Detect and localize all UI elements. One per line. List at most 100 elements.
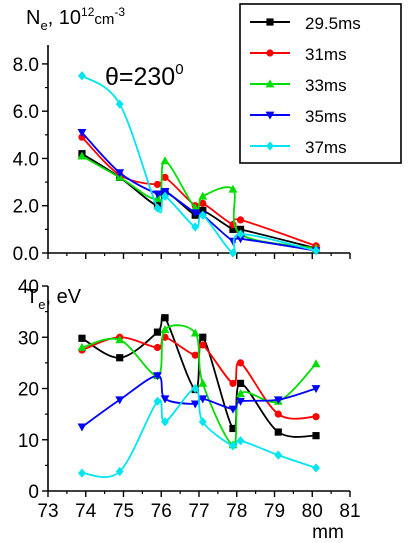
data-point [160, 156, 170, 165]
data-point [77, 342, 87, 351]
y-tick-label: 4.0 [13, 149, 39, 170]
legend-label: 35ms [305, 107, 347, 126]
data-point [190, 400, 200, 409]
y-tick-label: 8.0 [13, 55, 39, 76]
data-point [191, 383, 200, 394]
y-tick-label: 30 [18, 328, 39, 349]
y-tick-label: 0.0 [13, 244, 39, 265]
x-tick-label: 81 [339, 501, 360, 522]
y-tick-label: 40 [18, 277, 39, 298]
x-tick-label: 75 [113, 501, 134, 522]
data-point [161, 173, 169, 181]
data-point [115, 169, 125, 178]
data-point [274, 450, 283, 460]
legend-marker [266, 141, 274, 151]
y-tick-label: 6.0 [13, 102, 39, 123]
data-point [77, 151, 87, 160]
angle-annotation: θ=2300 [105, 61, 184, 91]
x-tick-label: 74 [75, 501, 97, 522]
data-point [198, 395, 208, 404]
data-point [199, 199, 207, 207]
legend-label: 37ms [305, 138, 347, 157]
y-tick-label: 2.0 [13, 197, 39, 218]
data-point [77, 423, 87, 432]
data-point [228, 184, 238, 193]
data-point [77, 71, 86, 81]
legend-entry: 37ms [250, 138, 347, 157]
data-point [236, 229, 245, 239]
density-panel: 0.0 2.0 4.0 6.0 8.0 Ne, 1012cm-3 θ=2300 [13, 5, 351, 265]
series-4 [77, 383, 321, 479]
data-point [77, 129, 87, 138]
data-point [236, 397, 245, 406]
data-point [312, 413, 320, 421]
data-point [236, 235, 245, 244]
data-point [274, 428, 282, 436]
data-point [77, 468, 86, 478]
data-point [228, 248, 237, 258]
data-point [161, 314, 169, 322]
x-tick-label: 78 [226, 501, 247, 522]
data-point [199, 341, 207, 349]
data-point [236, 436, 245, 446]
y-tick-label: 0 [28, 482, 39, 503]
data-point [190, 328, 200, 337]
data-point [312, 463, 321, 473]
data-point [116, 354, 124, 362]
data-point [229, 379, 237, 387]
x-axis-label: mm [312, 522, 344, 543]
data-point [229, 225, 237, 233]
x-tick-label: 79 [264, 501, 285, 522]
data-point [198, 417, 207, 427]
series-line [81, 324, 317, 446]
data-point [161, 191, 170, 201]
legend-entry: 33ms [250, 76, 347, 95]
data-point [115, 335, 125, 344]
y-axis-label: Ne, 1012cm-3 [26, 5, 125, 33]
data-point [161, 417, 170, 427]
legend-entry: 29.5ms [250, 14, 361, 33]
data-point [153, 190, 162, 199]
temperature-panel: 0 10 20 30 40 73 74 75 76 77 78 79 80 81 Te, eV mm [18, 277, 361, 543]
legend-marker [266, 18, 274, 26]
legend-marker [266, 49, 274, 57]
data-point [236, 225, 245, 233]
data-point [199, 333, 207, 341]
data-point [236, 379, 245, 387]
data-point [153, 203, 162, 213]
legend-marker [265, 79, 275, 88]
data-point [115, 396, 125, 405]
data-point [229, 424, 237, 433]
x-tick-label: 73 [37, 501, 58, 522]
series-2 [77, 324, 321, 449]
y-axis-label: Te, eV [26, 286, 82, 312]
x-tick-label: 77 [188, 501, 209, 522]
data-point [274, 410, 282, 418]
data-point [153, 343, 162, 352]
data-point [160, 395, 170, 404]
legend-label: 33ms [305, 76, 347, 95]
data-point [153, 180, 162, 189]
data-point [228, 405, 238, 414]
data-point [228, 441, 237, 451]
legend-label: 29.5ms [305, 14, 361, 33]
y-tick-label: 20 [18, 380, 39, 401]
data-point [198, 210, 207, 220]
data-point [191, 222, 200, 232]
data-point [115, 99, 124, 109]
data-point [312, 432, 320, 440]
data-point [236, 359, 245, 367]
series-line [81, 314, 317, 438]
data-point [273, 396, 283, 405]
data-point [115, 466, 124, 477]
data-point [236, 216, 245, 224]
x-tick-label: 80 [302, 501, 323, 522]
legend-entry: 35ms [250, 107, 347, 126]
y-tick-label: 10 [18, 431, 39, 452]
data-point [190, 209, 200, 218]
legend: 29.5ms 31ms 33ms 35ms 37ms [239, 3, 402, 164]
series-4 [77, 71, 321, 258]
data-point [153, 328, 162, 336]
data-point [78, 334, 86, 342]
